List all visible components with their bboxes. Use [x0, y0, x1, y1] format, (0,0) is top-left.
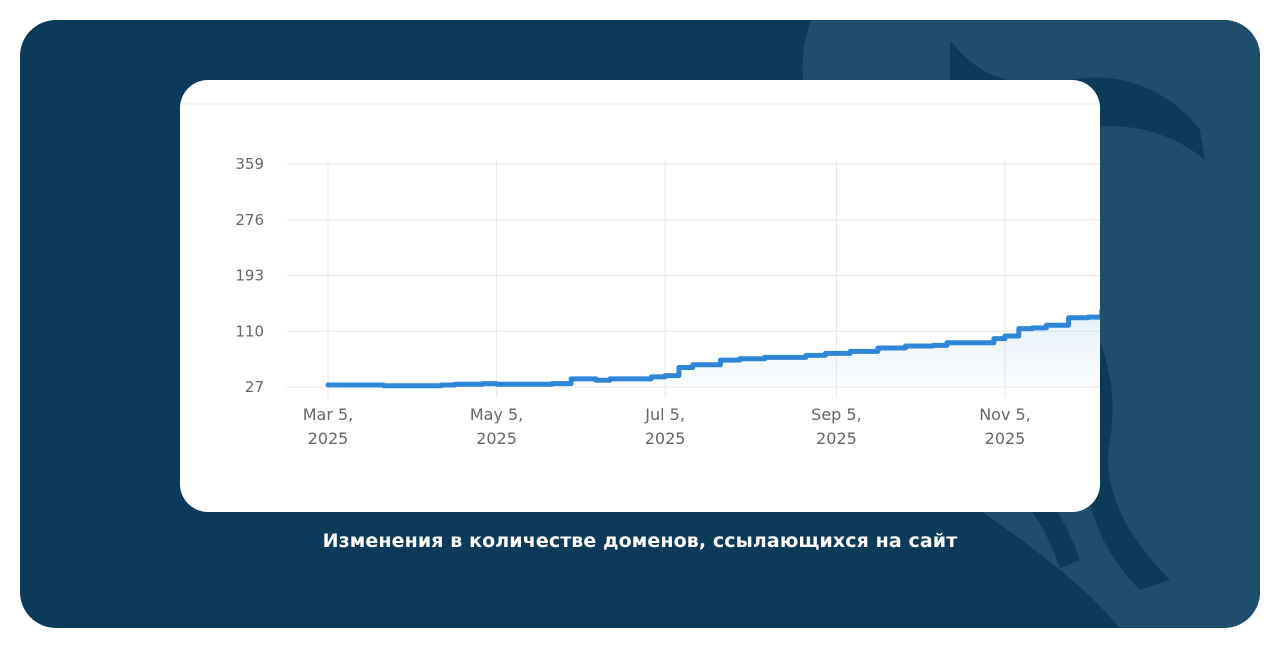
y-tick-label: 193	[235, 267, 264, 285]
series-line	[325, 309, 1100, 389]
series-area	[328, 317, 1100, 387]
x-tick-label: Nov 5, 2025	[979, 405, 1031, 448]
chart-caption: Изменения в количестве доменов, ссылающи…	[322, 530, 958, 552]
x-tick-label: May 5, 2025	[470, 405, 523, 448]
x-tick-label: Jul 5, 2025	[644, 405, 685, 448]
y-tick-label: 110	[235, 322, 264, 340]
y-tick-label: 359	[235, 155, 264, 173]
referring-domains-chart: 27 110 193 276 359 Mar 5, 2025 May 5, 2025 Jul 5…	[180, 103, 1100, 448]
x-tick-label: Mar 5, 2025	[303, 405, 354, 448]
y-tick-label: 276	[235, 211, 264, 229]
x-tick-label: Sep 5, 2025	[811, 405, 862, 448]
background-panel: 27 110 193 276 359 Mar 5, 2025 May 5, 2025 Jul 5…	[20, 20, 1260, 628]
y-tick-label: 27	[245, 378, 264, 396]
chart-card: 27 110 193 276 359 Mar 5, 2025 May 5, 2025 Jul 5…	[180, 80, 1100, 512]
